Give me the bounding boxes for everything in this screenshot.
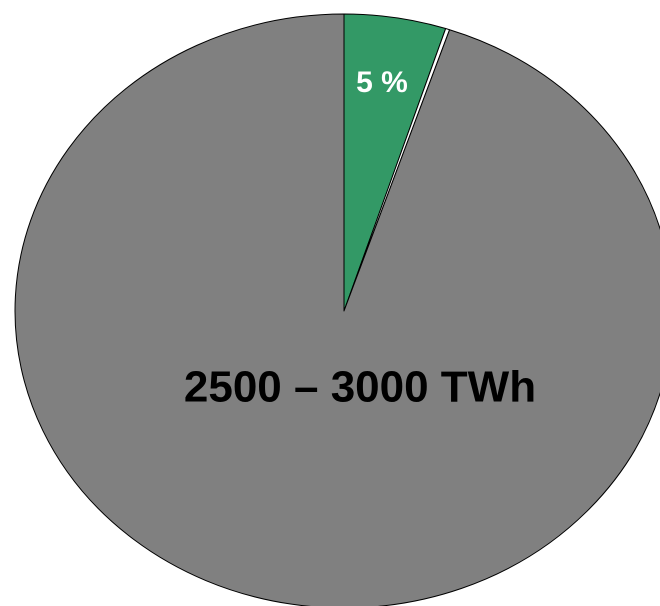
pie-slice-2: [14, 13, 660, 606]
pie-slice-label-2: 2500 – 3000 TWh: [184, 363, 536, 412]
pie-slice-label-0: 5 %: [356, 66, 408, 99]
